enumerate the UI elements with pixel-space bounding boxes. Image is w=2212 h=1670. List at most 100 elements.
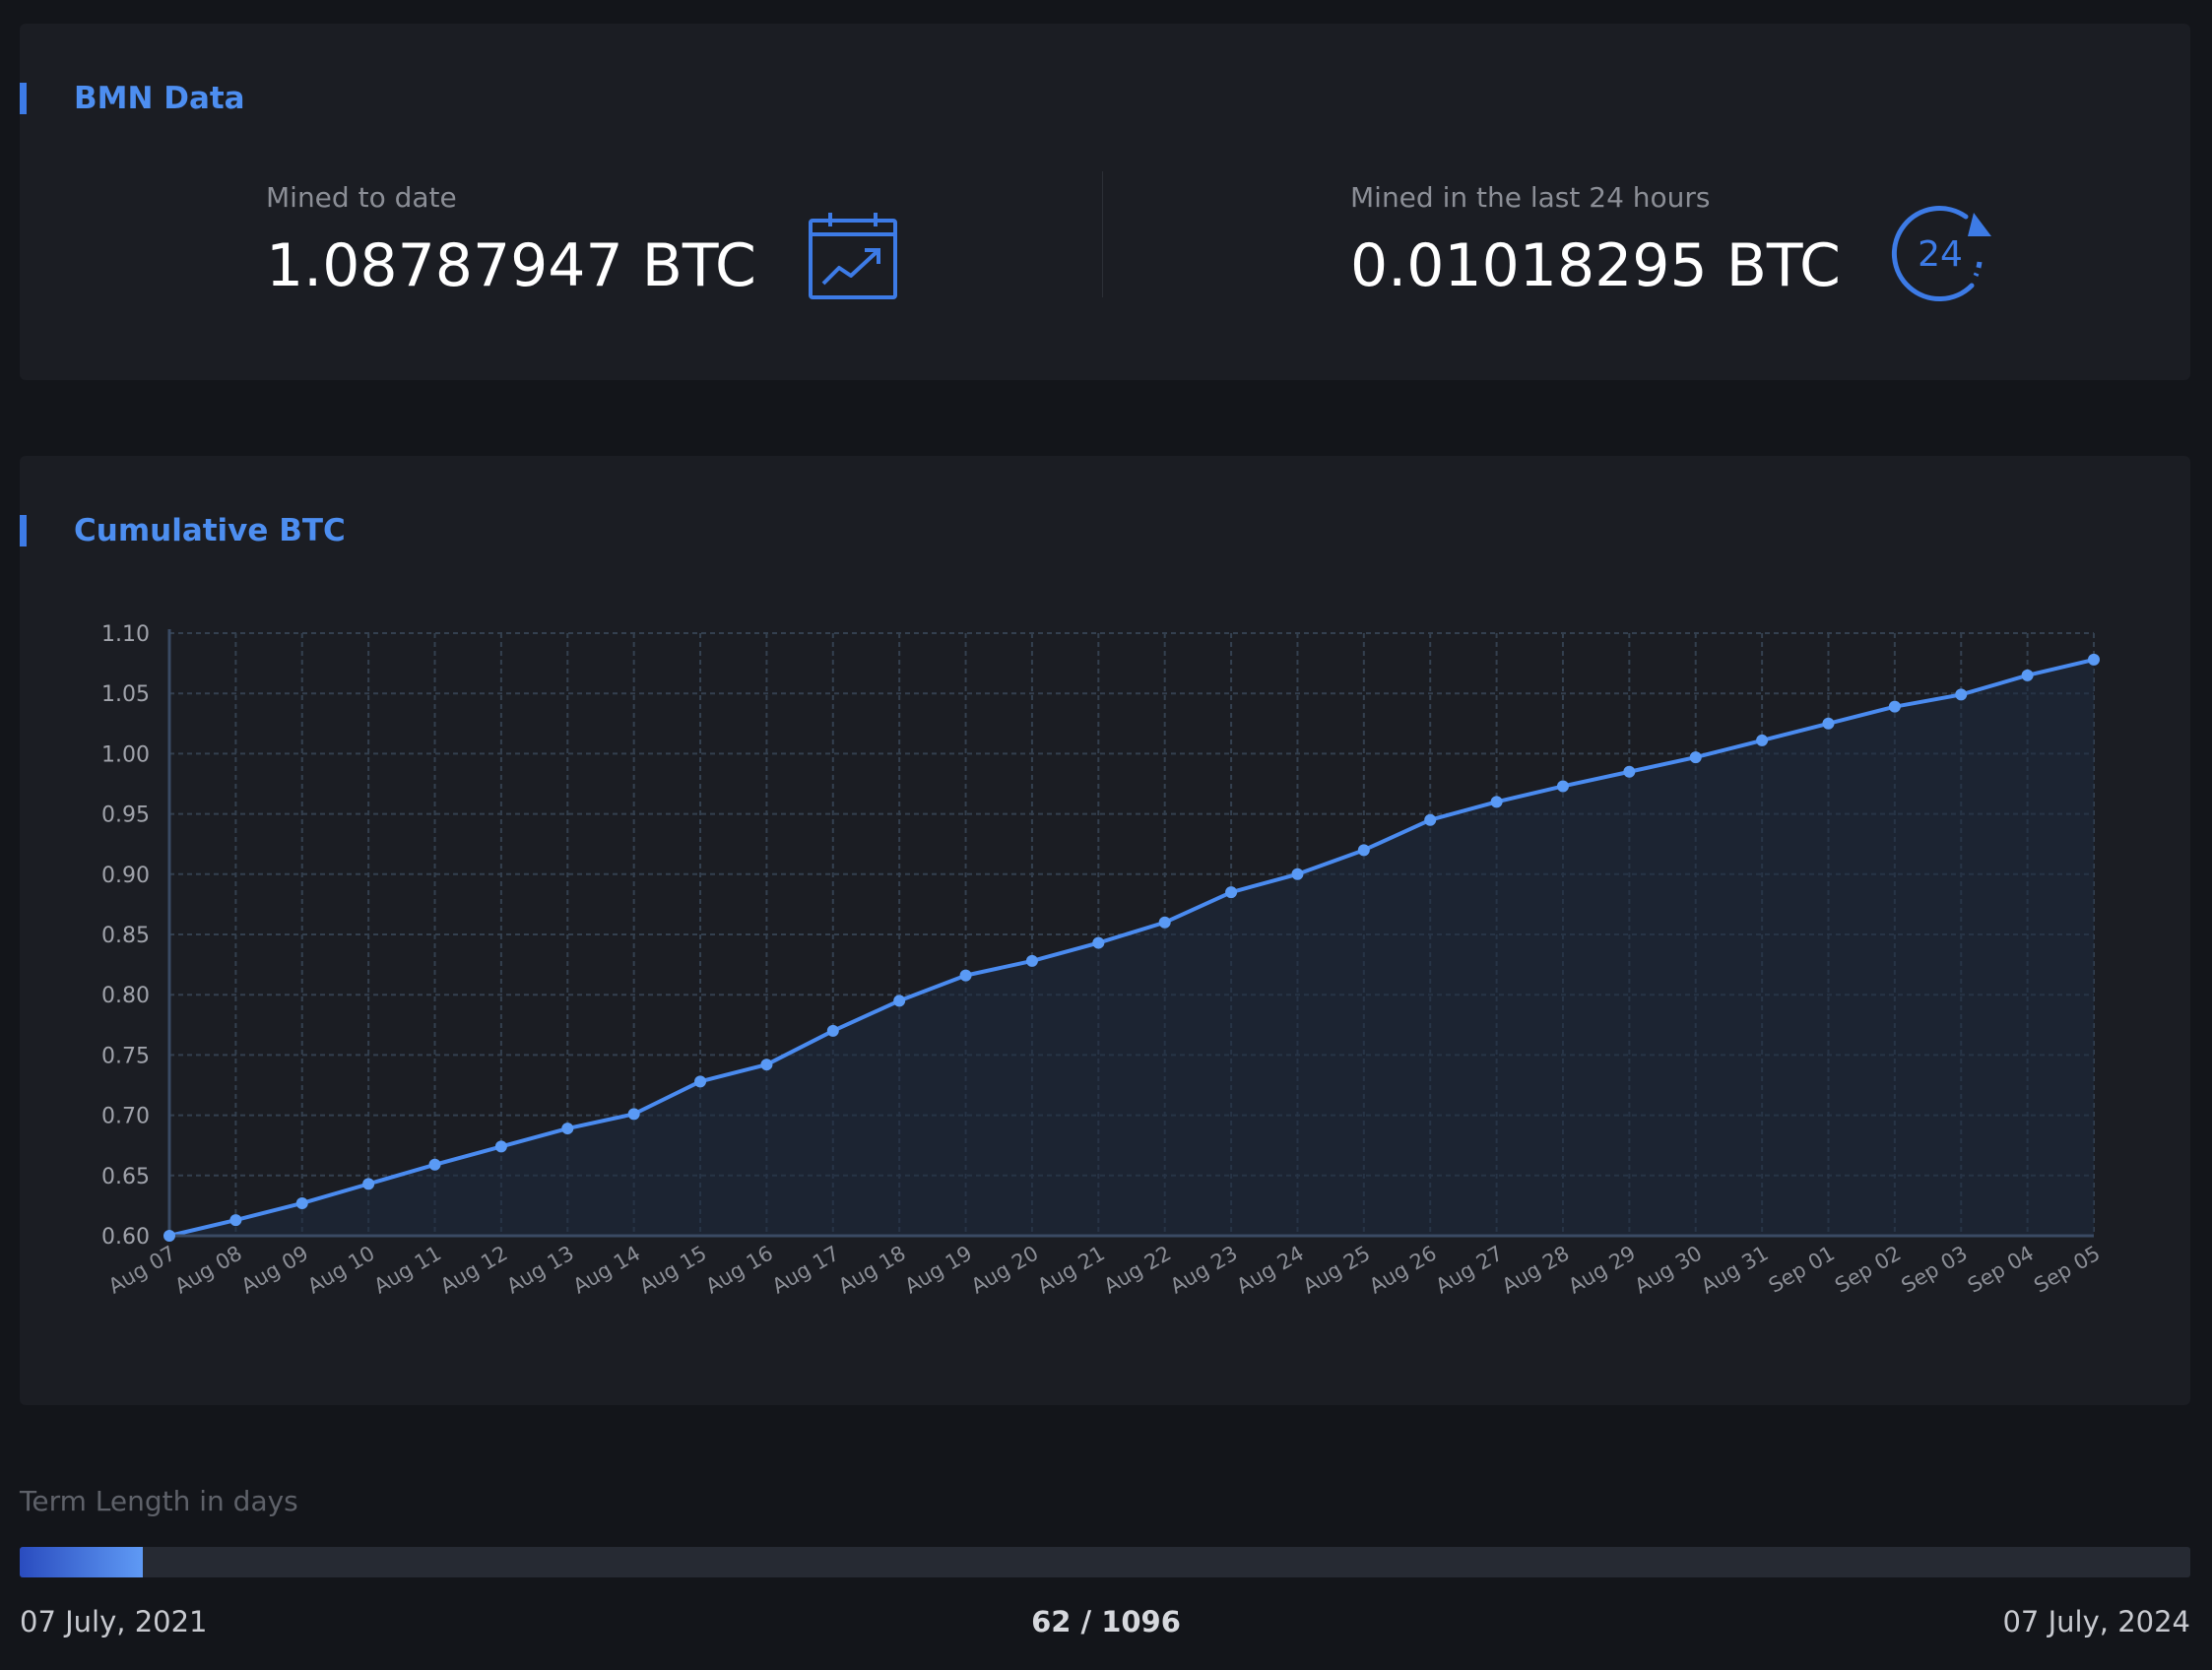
data-point[interactable]: [760, 1059, 773, 1071]
bmn-data-card: BMN Data Mined to date 1.08787947 BTC Mi…: [20, 24, 2190, 380]
y-tick-label: 1.00: [101, 742, 150, 767]
y-tick-label: 0.60: [101, 1225, 150, 1250]
chart-area-layer: [168, 657, 2095, 1238]
x-tick-label: Aug 07: [104, 1242, 179, 1299]
mined-24h-value: 0.01018295 BTC: [1350, 231, 1841, 300]
data-point[interactable]: [1955, 688, 1968, 701]
section-accent-bar: [20, 515, 27, 546]
data-point[interactable]: [826, 1024, 839, 1037]
cumulative-btc-header: Cumulative BTC: [20, 511, 346, 550]
data-point[interactable]: [1888, 700, 1901, 713]
mined-to-date-value: 1.08787947 BTC: [266, 231, 756, 300]
y-tick-label: 0.75: [101, 1044, 150, 1068]
data-point[interactable]: [1225, 886, 1238, 899]
term-progress-fill: [20, 1547, 143, 1577]
stat-divider: [1102, 171, 1103, 297]
term-start-date: 07 July, 2021: [20, 1605, 208, 1638]
x-tick-label: Aug 28: [1498, 1242, 1573, 1299]
x-tick-label: Aug 12: [436, 1242, 511, 1299]
cumulative-btc-card: Cumulative BTC 0.60 0.65 0.70 0.75 0.80 0.85 0…: [20, 456, 2190, 1405]
x-tick-label: Aug 11: [370, 1242, 445, 1299]
data-point[interactable]: [694, 1075, 707, 1088]
y-tick-label: 0.95: [101, 803, 150, 828]
data-point[interactable]: [1424, 813, 1437, 826]
mined-to-date-stat: Mined to date 1.08787947 BTC: [266, 181, 756, 300]
data-point[interactable]: [1490, 796, 1503, 808]
data-point[interactable]: [1025, 954, 1038, 967]
x-tick-label: Aug 25: [1299, 1242, 1374, 1299]
x-tick-label: Aug 21: [1033, 1242, 1108, 1299]
cumulative-btc-title: Cumulative BTC: [74, 513, 346, 548]
24-hours-icon-text: 24: [1918, 234, 1963, 275]
mined-to-date-label: Mined to date: [266, 181, 457, 214]
y-tick-label: 0.85: [101, 924, 150, 948]
bmn-data-title: BMN Data: [74, 81, 245, 116]
data-point[interactable]: [561, 1123, 574, 1135]
term-length-label: Term Length in days: [20, 1485, 298, 1517]
term-end-date: 07 July, 2024: [2002, 1605, 2190, 1638]
y-tick-label: 0.70: [101, 1105, 150, 1129]
x-tick-label: Aug 22: [1100, 1242, 1175, 1299]
x-tick-label: Sep 01: [1765, 1242, 1839, 1298]
x-tick-label: Aug 18: [834, 1242, 909, 1299]
y-tick-label: 0.90: [101, 864, 150, 888]
x-tick-label: Aug 14: [569, 1242, 644, 1299]
data-point[interactable]: [1291, 867, 1304, 880]
data-point[interactable]: [295, 1196, 308, 1209]
cumulative-btc-chart: 0.60 0.65 0.70 0.75 0.80 0.85 0.90 0.95 1.00 1.05…: [101, 622, 2104, 1299]
calendar-trend-icon: [808, 211, 898, 305]
data-point[interactable]: [428, 1158, 441, 1171]
data-point[interactable]: [2021, 669, 2034, 681]
chart-points: [163, 653, 2100, 1242]
data-point[interactable]: [1092, 936, 1105, 949]
series-area: [169, 659, 2094, 1236]
data-point[interactable]: [1689, 751, 1702, 764]
x-tick-label: Sep 05: [2030, 1242, 2104, 1298]
y-tick-label: 1.05: [101, 682, 150, 707]
x-tick-label: Sep 04: [1964, 1242, 2038, 1298]
x-tick-label: Aug 09: [237, 1242, 312, 1299]
x-tick-label: Aug 26: [1365, 1242, 1440, 1299]
data-point[interactable]: [959, 969, 972, 982]
data-point[interactable]: [1158, 916, 1171, 929]
x-tick-label: Aug 08: [170, 1242, 245, 1299]
data-point[interactable]: [163, 1230, 175, 1242]
x-tick-label: Aug 20: [967, 1242, 1042, 1299]
data-point[interactable]: [1623, 765, 1636, 778]
x-tick-label: Aug 31: [1697, 1242, 1772, 1299]
24-hours-icon: 24: [1889, 201, 1997, 313]
x-tick-label: Aug 23: [1166, 1242, 1241, 1299]
data-point[interactable]: [229, 1214, 242, 1227]
term-progress-count: 62 / 1096: [1031, 1605, 1181, 1638]
x-tick-label: Sep 02: [1831, 1242, 1905, 1298]
series-line: [168, 657, 2095, 1238]
x-tick-label: Aug 16: [701, 1242, 776, 1299]
data-point[interactable]: [1822, 717, 1835, 730]
mined-24h-label: Mined in the last 24 hours: [1350, 181, 1711, 214]
chart-axes: [167, 629, 2094, 1238]
x-tick-label: Sep 03: [1898, 1242, 1972, 1298]
data-point[interactable]: [627, 1108, 640, 1121]
data-point[interactable]: [893, 995, 906, 1007]
data-point[interactable]: [1357, 844, 1370, 857]
term-progress-bar: [20, 1547, 2190, 1577]
x-tick-label: Aug 15: [635, 1242, 710, 1299]
data-point[interactable]: [1756, 734, 1769, 746]
y-axis-ticks: 0.60 0.65 0.70 0.75 0.80 0.85 0.90 0.95 1.00 1.05…: [101, 622, 150, 1250]
y-tick-label: 0.80: [101, 984, 150, 1008]
y-tick-label: 0.65: [101, 1165, 150, 1189]
x-tick-label: Aug 24: [1233, 1242, 1308, 1299]
data-point[interactable]: [2088, 653, 2100, 666]
data-point[interactable]: [362, 1178, 375, 1190]
data-point[interactable]: [494, 1140, 507, 1153]
y-tick-label: 1.10: [101, 622, 150, 647]
x-tick-label: Aug 29: [1564, 1242, 1639, 1299]
bmn-data-header: BMN Data: [20, 79, 245, 118]
x-tick-label: Aug 10: [303, 1242, 378, 1299]
x-tick-label: Aug 27: [1432, 1242, 1507, 1299]
mined-24h-stat: Mined in the last 24 hours 0.01018295 BT…: [1350, 181, 1841, 300]
section-accent-bar: [20, 83, 27, 114]
data-point[interactable]: [1556, 780, 1569, 793]
x-tick-label: Aug 30: [1631, 1242, 1706, 1299]
